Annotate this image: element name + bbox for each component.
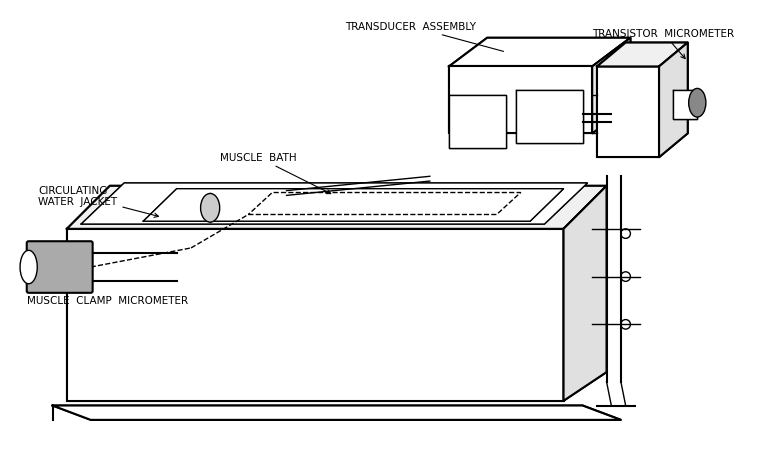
Polygon shape [449, 96, 506, 148]
Text: TRANSDUCER  ASSEMBLY: TRANSDUCER ASSEMBLY [345, 22, 503, 52]
Polygon shape [67, 186, 606, 229]
Polygon shape [67, 229, 563, 401]
Circle shape [365, 195, 381, 210]
Circle shape [621, 320, 631, 329]
Circle shape [177, 213, 186, 223]
Polygon shape [597, 67, 659, 158]
Circle shape [466, 108, 489, 131]
FancyBboxPatch shape [27, 242, 92, 293]
Polygon shape [52, 405, 621, 420]
Text: MUSCLE  CLAMP  MICROMETER: MUSCLE CLAMP MICROMETER [27, 296, 188, 306]
Polygon shape [597, 43, 688, 67]
Polygon shape [449, 39, 631, 67]
Polygon shape [563, 186, 606, 401]
Text: TRANSISTOR  MICROMETER: TRANSISTOR MICROMETER [592, 29, 735, 60]
Polygon shape [449, 67, 592, 134]
Ellipse shape [201, 194, 220, 223]
Polygon shape [81, 184, 587, 225]
Polygon shape [673, 91, 697, 120]
Text: MUSCLE  BATH: MUSCLE BATH [220, 153, 330, 194]
Ellipse shape [689, 89, 706, 118]
Polygon shape [659, 43, 688, 158]
Circle shape [621, 272, 631, 282]
Polygon shape [143, 189, 563, 222]
Polygon shape [592, 39, 631, 134]
Circle shape [676, 96, 695, 115]
Polygon shape [515, 91, 583, 143]
Text: CIRCULATING
WATER  JACKET: CIRCULATING WATER JACKET [38, 185, 158, 218]
Circle shape [621, 229, 631, 239]
Ellipse shape [20, 251, 37, 284]
